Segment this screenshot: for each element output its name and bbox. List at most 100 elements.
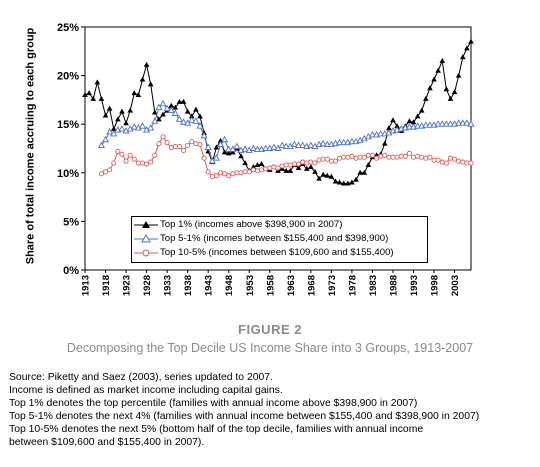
data-point (353, 155, 359, 161)
data-point (303, 165, 310, 171)
series-top5-1 (97, 99, 475, 164)
y-axis-title-container: Share of total income accruing to each g… (6, 20, 54, 272)
data-point (439, 159, 445, 165)
data-point (258, 161, 265, 167)
data-point (110, 129, 118, 137)
data-point (349, 179, 355, 185)
data-point (179, 118, 188, 125)
y-tick-label: 10% (57, 168, 79, 180)
note-top5-1: Top 5-1% denotes the next 4% (families w… (9, 411, 480, 423)
data-point (291, 161, 297, 167)
data-point (197, 113, 203, 119)
data-point (447, 95, 454, 101)
data-point (279, 163, 285, 169)
data-point (225, 145, 233, 152)
data-point (361, 169, 368, 175)
data-point (463, 119, 471, 126)
y-tick-label: 15% (57, 119, 79, 131)
data-point (167, 106, 175, 114)
x-tick-label: 1933 (163, 275, 174, 296)
x-tick-label: 1983 (368, 275, 379, 296)
data-point (192, 117, 200, 124)
data-point (452, 156, 458, 162)
data-point (340, 138, 348, 146)
legend-label-top10-5: Top 10-5% (incomes between $109,600 and … (160, 247, 394, 258)
data-point (319, 139, 327, 147)
data-point (426, 121, 434, 128)
legend-item-top10-5: Top 10-5% (incomes between $109,600 and … (132, 246, 427, 260)
data-point (222, 171, 228, 177)
data-point (300, 159, 306, 165)
data-point (212, 154, 220, 161)
data-point (423, 155, 429, 161)
data-point (253, 145, 262, 152)
data-point (414, 113, 421, 119)
data-point (353, 176, 359, 182)
data-point (152, 109, 158, 115)
data-point (111, 160, 117, 166)
data-point (435, 67, 441, 73)
data-point (204, 143, 212, 150)
data-point (230, 171, 236, 177)
data-point (221, 135, 229, 143)
y-axis-title: Share of total income accruing to each g… (24, 27, 37, 265)
data-point (398, 153, 404, 159)
income-share-chart: 0% 5% 10% 15% 20% 25% 1913 1918 1923 1928 1933 1938… (57, 22, 475, 296)
data-point (446, 120, 455, 127)
legend-item-top5-1: Top 5-1% (incomes between $155,400 and $… (132, 232, 427, 246)
data-point (246, 169, 252, 175)
data-point (217, 170, 224, 176)
data-point (175, 115, 184, 122)
data-point (435, 157, 441, 163)
legend-item-top1: Top 1% (incomes above $398,900 in 2007) (132, 218, 427, 232)
data-point (115, 148, 121, 154)
data-point (138, 122, 147, 129)
data-point (250, 163, 257, 169)
data-point (213, 173, 219, 179)
data-point (340, 180, 347, 186)
data-point (443, 86, 450, 92)
data-point (164, 140, 170, 146)
data-point (467, 120, 475, 127)
data-point (106, 128, 114, 135)
data-point (188, 113, 195, 119)
data-point (250, 167, 256, 173)
figure-caption: Decomposing the Top Decile US Income Sha… (66, 341, 474, 355)
data-point (242, 169, 248, 175)
data-series (82, 38, 475, 186)
data-point (139, 76, 146, 82)
data-point (290, 140, 298, 148)
x-tick-label: 1973 (327, 275, 338, 296)
data-point (414, 122, 422, 129)
data-point (196, 122, 204, 129)
data-point (287, 162, 293, 168)
data-point (307, 141, 315, 149)
data-point (405, 123, 413, 130)
data-point (381, 140, 388, 146)
data-point (434, 120, 442, 127)
data-point (283, 167, 290, 173)
data-point (249, 144, 257, 151)
data-point (139, 160, 146, 166)
data-point (263, 166, 269, 172)
data-point (225, 150, 232, 156)
data-point (144, 161, 150, 167)
data-point (205, 169, 211, 175)
data-point (312, 168, 318, 174)
data-point (422, 121, 430, 128)
data-point (332, 158, 339, 164)
data-point (295, 161, 302, 167)
data-point (337, 155, 343, 161)
data-point (431, 76, 437, 82)
legend-swatch-top10-5 (134, 249, 158, 257)
legend-label-top5-1: Top 5-1% (incomes between $155,400 and $… (160, 233, 389, 244)
data-point (431, 157, 437, 163)
data-point (442, 120, 450, 127)
data-point (357, 154, 363, 160)
data-point (287, 167, 294, 173)
data-point (262, 144, 270, 151)
data-point (349, 153, 355, 159)
data-point (107, 167, 113, 173)
data-point (423, 95, 429, 101)
data-point (378, 153, 384, 159)
